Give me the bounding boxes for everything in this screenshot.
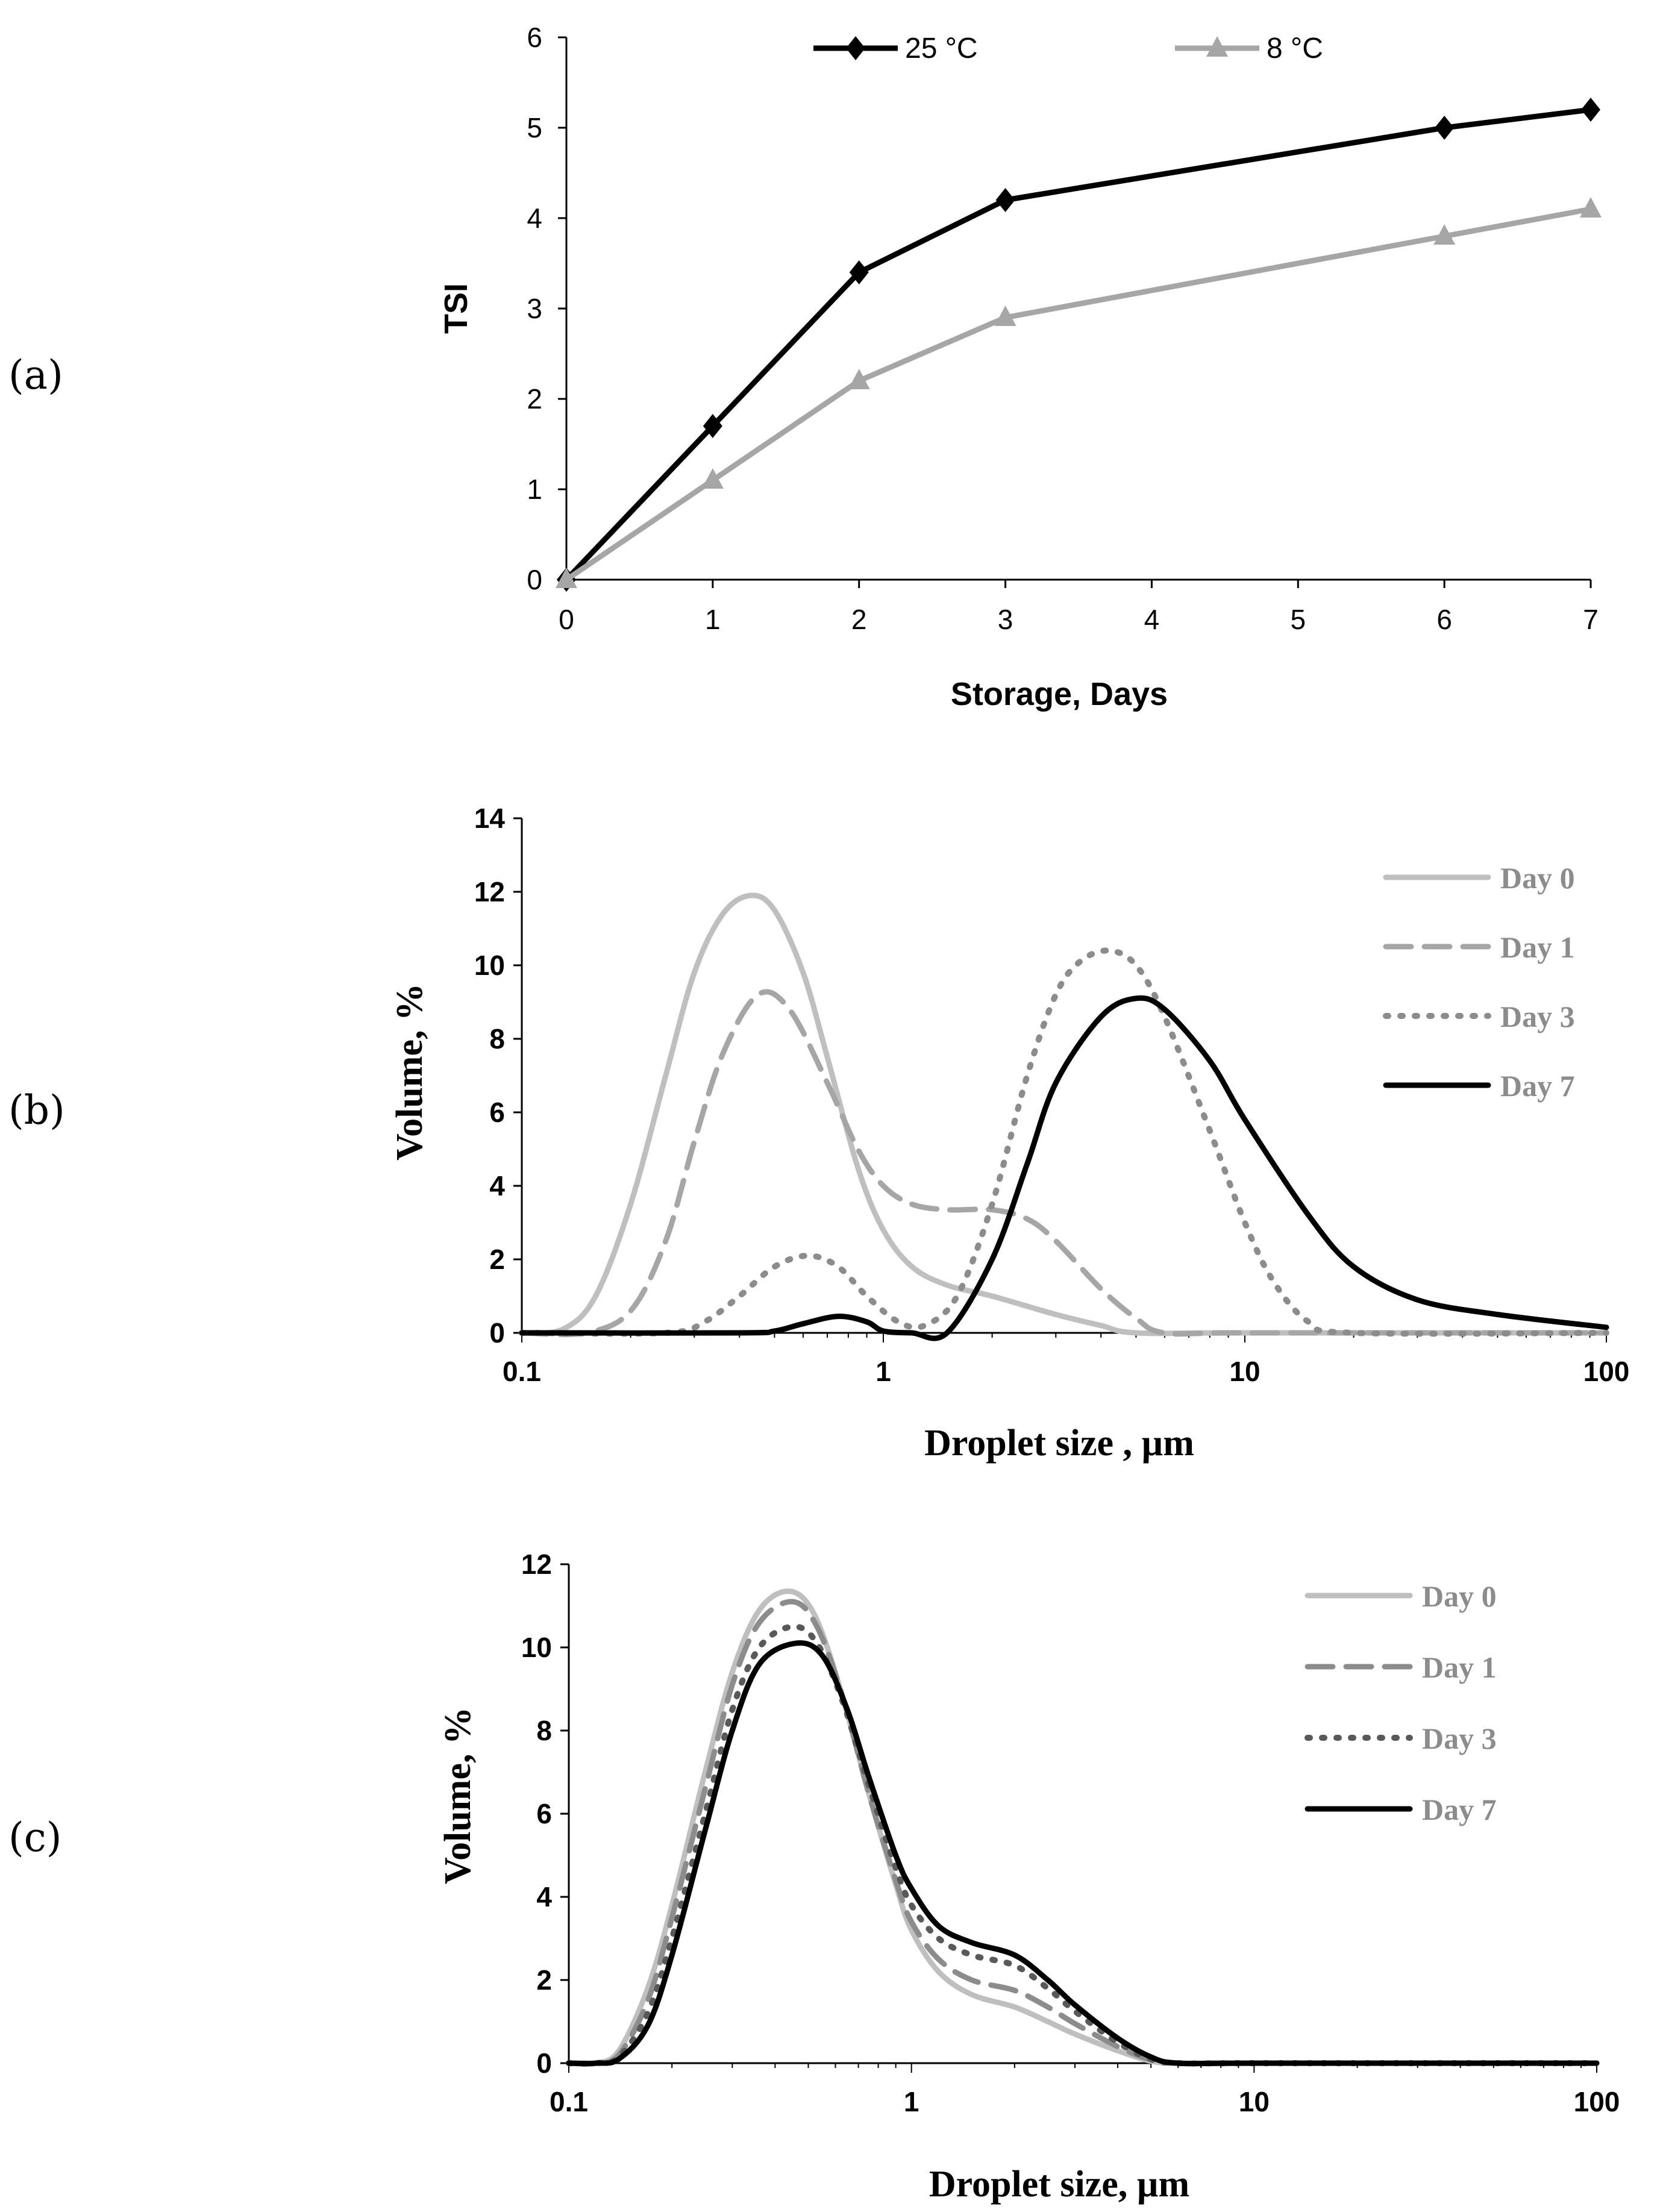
chart-b-y-tick-label: 14 [474, 803, 506, 834]
chart-c-legend-label: Day 3 [1422, 1722, 1497, 1755]
chart-a-x-tick-label: 7 [1583, 604, 1599, 635]
chart-a-point [994, 305, 1016, 326]
chart-a-point [849, 260, 869, 284]
chart-c-ylabel: Volume, % [437, 1707, 478, 1884]
chart-b-x-tick-label: 1 [875, 1356, 891, 1387]
chart-a-x-tick-label: 4 [1144, 604, 1160, 635]
chart-c-legend-label: Day 1 [1422, 1650, 1497, 1684]
chart-b-ylabel: Volume, % [389, 983, 430, 1161]
chart-a-x-tick-label: 1 [705, 604, 721, 635]
chart-c-x-tick-label: 10 [1239, 2086, 1270, 2117]
chart-a-y-tick-label: 4 [527, 202, 542, 234]
chart-b-series-line-2 [519, 989, 1609, 1338]
chart-b-series-line-1 [519, 892, 1609, 1336]
chart-a-y-tick-label: 6 [527, 22, 542, 53]
chart-b-legend-label: Day 3 [1500, 1000, 1575, 1033]
chart-c-xlabel: Droplet size, µm [929, 2164, 1189, 2205]
chart-b-x-tick-label: 10 [1229, 1356, 1260, 1387]
chart-a-y-tick-label: 0 [527, 564, 542, 595]
chart-b-series-line-4 [519, 995, 1609, 1341]
chart-b-x-tick-label: 100 [1583, 1356, 1630, 1387]
chart-c-y-tick-label: 4 [536, 1881, 552, 1913]
chart-a-point [1435, 116, 1455, 140]
chart-c-y-tick-label: 6 [536, 1798, 552, 1829]
panel-label-a: (a) [8, 352, 63, 398]
chart-b-y-tick-label: 2 [489, 1244, 505, 1275]
chart-b-y-tick-label: 8 [489, 1023, 505, 1054]
chart-a-legend-label: 8 °C [1267, 33, 1323, 64]
chart-c-series-line-3 [566, 1623, 1600, 2067]
chart-a-y-tick-label: 3 [527, 293, 542, 324]
chart-c-series-line-4 [566, 1640, 1600, 2067]
chart-c-legend-label: Day 7 [1422, 1793, 1497, 1826]
chart-c-x-tick-label: 100 [1574, 2086, 1620, 2117]
chart-a-point [1581, 98, 1600, 122]
chart-c-y-tick-label: 2 [536, 1964, 552, 1996]
chart-a-x-tick-label: 2 [851, 604, 867, 635]
chart-b-legend-label: Day 7 [1500, 1069, 1575, 1103]
chart-a-point [1580, 197, 1602, 218]
chart-b-x-tick-label: 0.1 [503, 1356, 541, 1387]
panel-label-c: (c) [8, 1814, 61, 1861]
chart-a-xlabel: Storage, Days [951, 676, 1168, 712]
panel-label-b: (b) [8, 1087, 65, 1133]
chart-b-y-tick-label: 0 [489, 1317, 505, 1349]
chart-a-point [703, 414, 722, 438]
chart-a-x-tick-label: 6 [1436, 604, 1452, 635]
chart-b: 0 2 4 6 8 10 12 14 0.1 1 10 100 Day 0 Day 1 Day 3 Day … [389, 803, 1629, 1464]
chart-c-x-tick-label: 1 [904, 2086, 919, 2117]
chart-a-legend-marker [1206, 36, 1228, 57]
chart-b-y-tick-label: 10 [474, 950, 505, 981]
chart-a-point [701, 468, 724, 489]
chart-c-legend-label: Day 0 [1422, 1579, 1497, 1613]
chart-a-x-tick-label: 0 [559, 604, 574, 635]
chart-b-xlabel: Droplet size , µm [924, 1423, 1194, 1464]
chart-a-x-tick-label: 3 [998, 604, 1013, 635]
chart-b-series-line-3 [519, 947, 1609, 1337]
chart-b-y-tick-label: 6 [489, 1097, 505, 1128]
chart-b-y-tick-label: 12 [474, 876, 505, 907]
chart-a-point [848, 369, 870, 389]
chart-a-y-tick-label: 1 [527, 474, 542, 505]
chart-a-legend-marker [846, 36, 865, 60]
chart-c-y-tick-label: 8 [536, 1715, 552, 1746]
chart-a-y-tick-label: 2 [527, 383, 542, 415]
chart-a-y-tick-label: 5 [527, 112, 542, 143]
chart-b-legend-label: Day 0 [1500, 861, 1575, 895]
chart-c-x-tick-label: 0.1 [550, 2086, 588, 2117]
chart-c-y-tick-label: 0 [536, 2048, 552, 2079]
chart-a-x-tick-label: 5 [1290, 604, 1306, 635]
chart-b-legend-label: Day 1 [1500, 930, 1575, 964]
chart-c-y-tick-label: 12 [521, 1549, 552, 1580]
chart-a-point [1433, 224, 1456, 245]
chart-a-point [995, 188, 1015, 212]
chart-a-series-line-1 [564, 107, 1591, 582]
chart-a-ylabel: TSI [438, 283, 474, 334]
chart-c-y-tick-label: 10 [521, 1632, 552, 1663]
chart-a-point [556, 568, 577, 588]
chart-b-y-tick-label: 4 [489, 1170, 505, 1202]
chart-a-series-line-2 [565, 206, 1591, 582]
chart-a-legend-label: 25 °C [905, 33, 978, 64]
